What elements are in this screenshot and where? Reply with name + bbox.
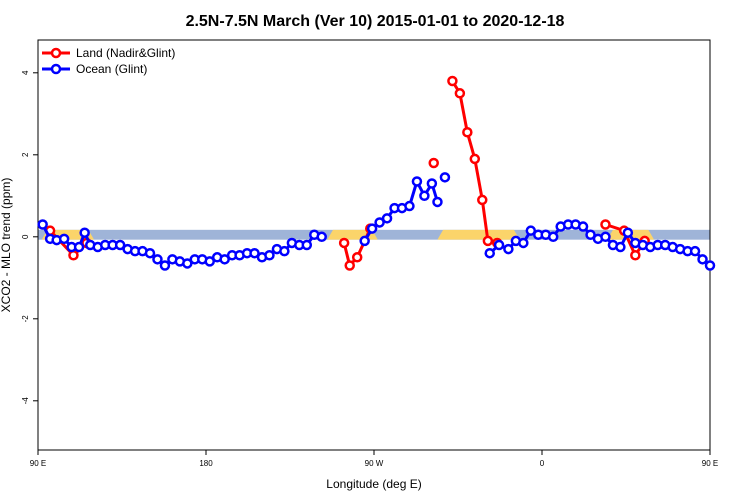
y-tick-label: 0 xyxy=(21,234,30,239)
data-point xyxy=(351,252,363,263)
data-point xyxy=(493,239,505,251)
data-point xyxy=(469,153,481,165)
data-point xyxy=(426,178,438,189)
data-point xyxy=(600,231,611,243)
x-axis-label: Longitude (deg E) xyxy=(326,477,421,491)
x-tick-label: 90 E xyxy=(702,459,718,468)
legend-marker xyxy=(50,63,62,75)
data-point xyxy=(37,219,48,230)
data-point xyxy=(381,213,393,224)
data-point xyxy=(577,221,589,232)
data-point xyxy=(585,229,596,240)
data-point xyxy=(600,219,611,230)
data-point xyxy=(264,250,275,261)
data-point xyxy=(615,241,626,253)
data-point xyxy=(182,258,193,269)
data-point xyxy=(630,250,641,261)
data-point xyxy=(152,254,163,265)
data-point xyxy=(518,237,529,249)
data-point xyxy=(689,245,701,257)
data-point xyxy=(219,254,230,265)
x-tick-label: 180 xyxy=(199,459,213,468)
data-point xyxy=(462,127,473,138)
positive-fill-2 xyxy=(437,229,520,240)
data-point xyxy=(697,254,708,265)
data-point xyxy=(359,235,370,247)
data-point xyxy=(73,241,85,253)
data-point xyxy=(622,227,634,238)
data-point xyxy=(484,247,495,259)
data-point xyxy=(454,88,466,99)
data-point xyxy=(159,260,171,271)
data-point xyxy=(428,157,439,169)
y-axis-label: XCO2 - MLO trend (ppm) xyxy=(0,178,13,313)
data-point xyxy=(482,235,494,247)
legend-label: Land (Nadir&Glint) xyxy=(76,46,175,60)
data-point xyxy=(366,223,378,234)
data-point xyxy=(503,243,514,255)
data-point xyxy=(301,239,313,251)
data-point xyxy=(144,247,156,259)
data-point xyxy=(432,196,443,208)
data-point xyxy=(79,227,90,238)
data-point xyxy=(316,231,327,243)
legend-label: Ocean (Glint) xyxy=(76,62,147,76)
data-point xyxy=(477,194,488,206)
chart-title: 2.5N-7.5N March (Ver 10) 2015-01-01 to 2… xyxy=(186,13,565,30)
data-point xyxy=(344,260,355,271)
data-point xyxy=(411,176,423,187)
x-axis: 90 E 180 90 W 0 90 E xyxy=(30,450,718,468)
data-point xyxy=(419,190,430,202)
x-tick-label: 90 W xyxy=(365,459,384,468)
series-ocean xyxy=(37,172,716,271)
data-point xyxy=(114,239,126,251)
data-point xyxy=(58,233,70,245)
y-axis: 4 2 0 -2 -4 xyxy=(21,70,38,404)
data-point xyxy=(68,250,79,261)
legend: Land (Nadir&Glint) Ocean (Glint) xyxy=(42,46,175,76)
y-tick-label: -2 xyxy=(21,315,30,323)
data-point xyxy=(404,200,415,212)
series-layer xyxy=(37,75,716,271)
data-point xyxy=(249,247,260,259)
data-point xyxy=(439,172,451,183)
data-point xyxy=(279,245,290,257)
data-point xyxy=(204,256,215,267)
y-tick-label: 4 xyxy=(21,70,30,75)
y-tick-label: 2 xyxy=(21,152,30,157)
data-point xyxy=(447,75,458,87)
series-land xyxy=(44,75,650,271)
data-point xyxy=(704,260,716,271)
legend-marker xyxy=(50,47,62,59)
x-tick-label: 0 xyxy=(540,459,545,468)
data-point xyxy=(374,217,385,228)
x-tick-label: 90 E xyxy=(30,459,46,468)
data-point xyxy=(338,237,350,249)
data-point xyxy=(525,225,537,236)
y-tick-label: -4 xyxy=(21,397,30,405)
data-point xyxy=(547,231,559,243)
